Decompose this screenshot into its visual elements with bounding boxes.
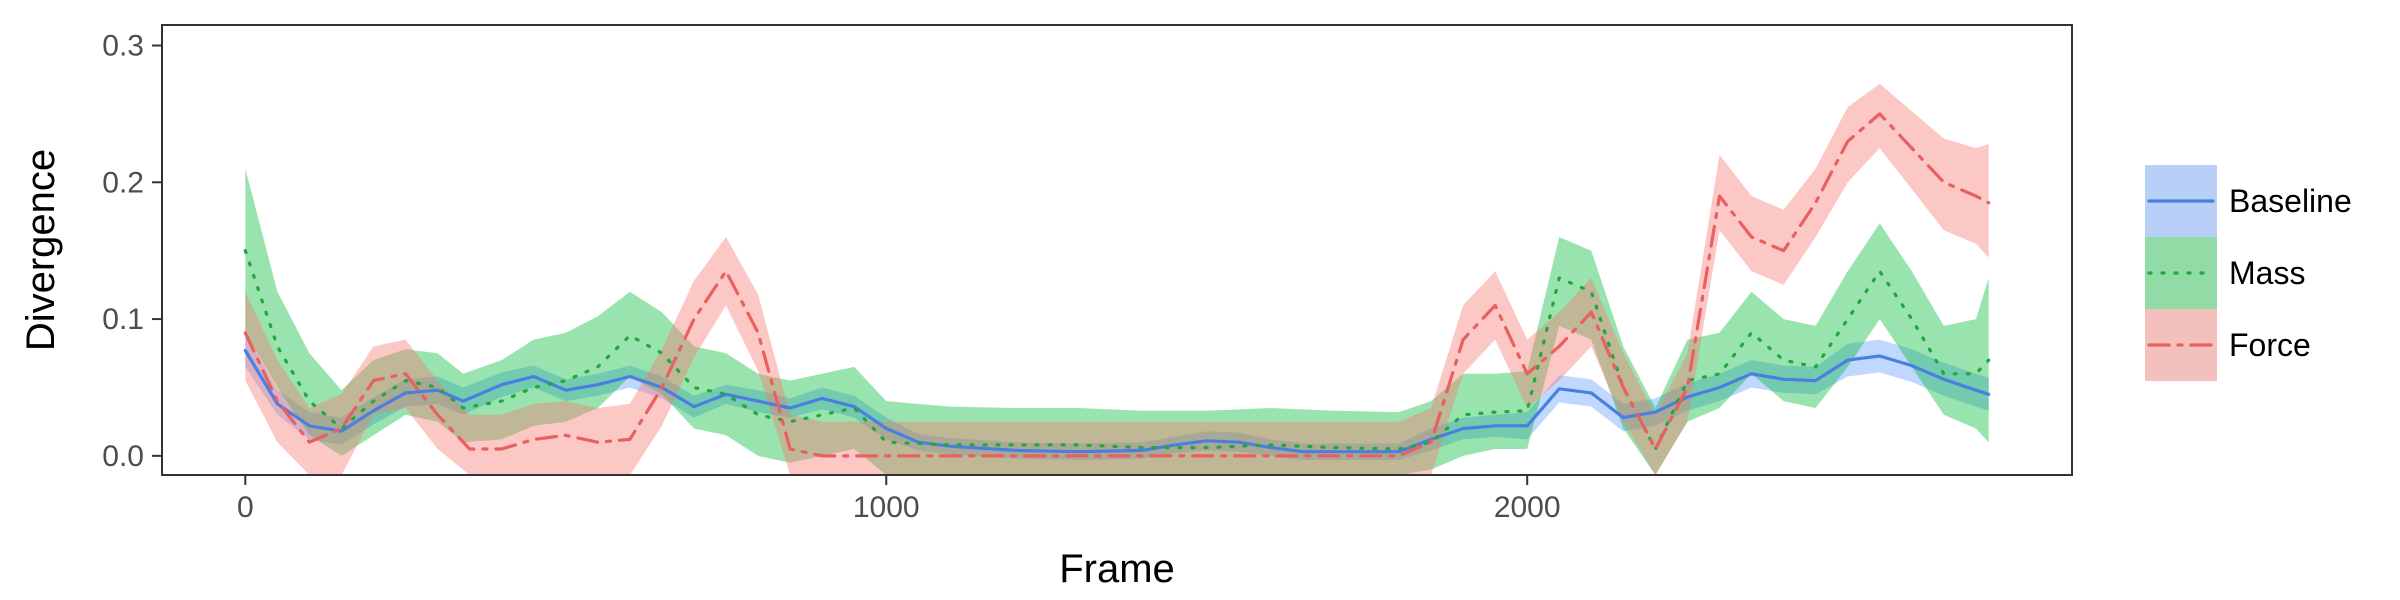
legend-key-bg xyxy=(2145,237,2217,309)
band-force xyxy=(245,83,1989,476)
axes: 0 1000 2000 0.0 0.1 0.2 0.3 xyxy=(102,30,1560,524)
y-tick-label: 0.2 xyxy=(102,166,144,199)
plot-panel-border xyxy=(161,24,2073,476)
confidence-bands xyxy=(245,83,1989,476)
x-axis-title: Frame xyxy=(1059,547,1175,591)
x-tick-label: 2000 xyxy=(1494,491,1561,524)
legend: Baseline Mass Force xyxy=(2145,165,2352,381)
y-tick-label: 0.0 xyxy=(102,440,144,473)
x-tick-label: 0 xyxy=(237,491,254,524)
legend-label-baseline: Baseline xyxy=(2229,183,2352,219)
series-lines xyxy=(243,112,1991,458)
legend-label-force: Force xyxy=(2229,327,2311,363)
line-baseline xyxy=(243,348,1991,454)
legend-label-mass: Mass xyxy=(2229,255,2305,291)
x-tick-label: 1000 xyxy=(853,491,920,524)
line-force xyxy=(243,112,1991,458)
y-tick-label: 0.3 xyxy=(102,30,144,63)
y-tick-label: 0.1 xyxy=(102,303,144,336)
y-axis-title: Divergence xyxy=(19,149,63,351)
legend-key-mass xyxy=(2145,237,2217,309)
